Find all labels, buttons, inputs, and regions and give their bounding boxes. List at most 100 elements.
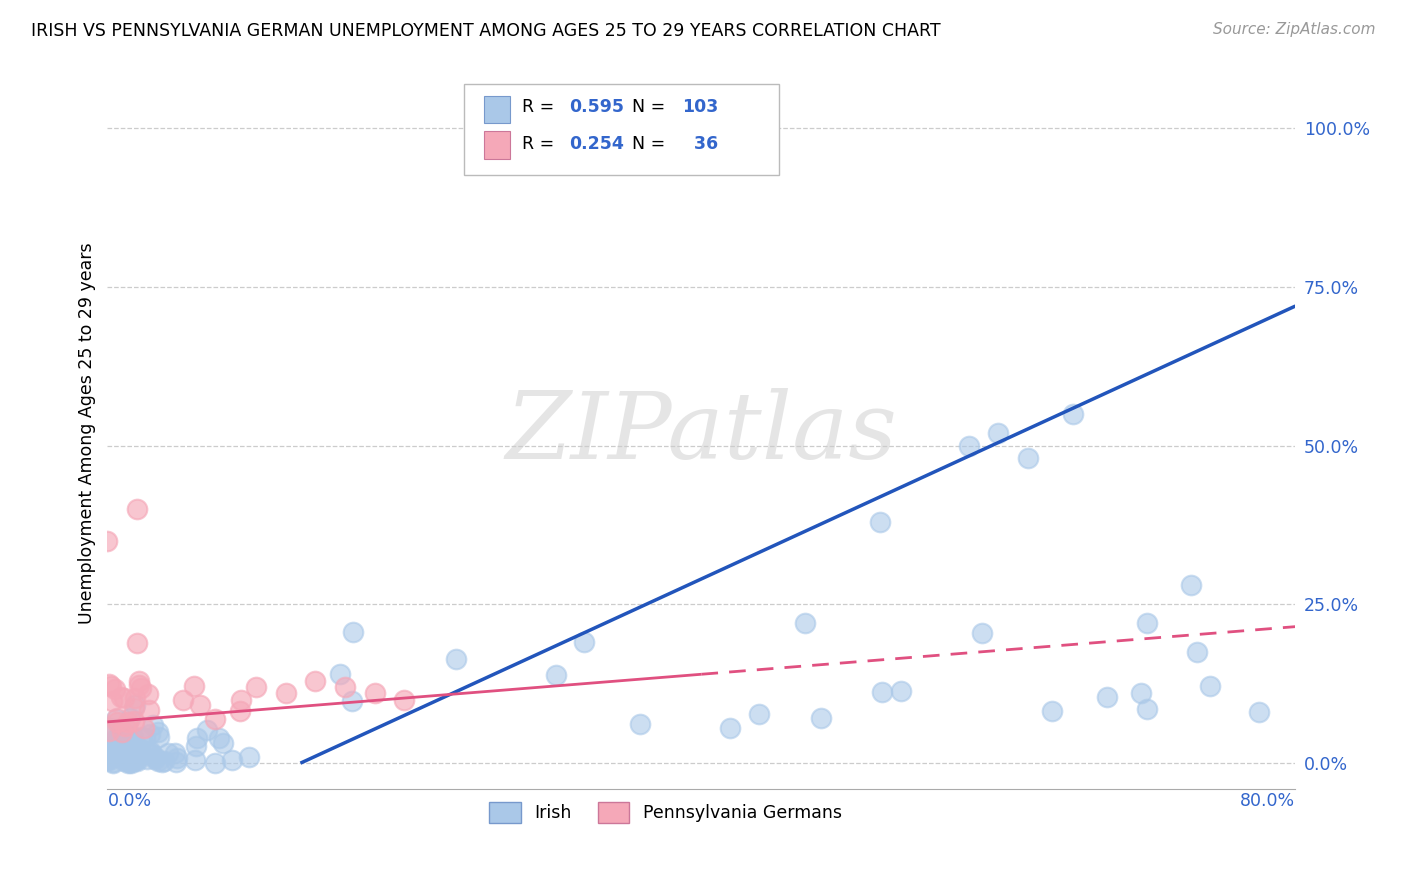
Point bbox=[97, 677, 120, 691]
Point bbox=[124, 753, 146, 767]
Point bbox=[117, 744, 139, 758]
Point bbox=[245, 680, 267, 694]
Point bbox=[117, 756, 139, 770]
Point bbox=[98, 722, 121, 736]
Point bbox=[125, 753, 148, 767]
Text: ZIPatlas: ZIPatlas bbox=[506, 388, 897, 478]
Point bbox=[110, 749, 132, 764]
Point bbox=[125, 754, 148, 768]
Point bbox=[105, 712, 128, 726]
Point bbox=[139, 726, 162, 740]
Point bbox=[152, 754, 174, 768]
Point bbox=[121, 756, 143, 770]
Point bbox=[104, 731, 127, 746]
Text: 80.0%: 80.0% bbox=[1240, 792, 1295, 810]
Point bbox=[1097, 690, 1119, 705]
Point bbox=[869, 515, 891, 529]
Point bbox=[333, 680, 356, 694]
Point bbox=[146, 725, 169, 739]
Point bbox=[125, 635, 148, 649]
Point bbox=[122, 747, 145, 762]
Point bbox=[165, 756, 187, 770]
Point bbox=[342, 625, 364, 640]
Point bbox=[141, 747, 163, 761]
Text: R =: R = bbox=[522, 136, 560, 153]
Point bbox=[134, 722, 156, 736]
Point bbox=[1247, 705, 1270, 719]
Point bbox=[987, 425, 1010, 440]
Point bbox=[872, 685, 894, 699]
Point bbox=[118, 756, 141, 770]
Text: 0.595: 0.595 bbox=[569, 98, 624, 116]
Point bbox=[108, 728, 131, 742]
Point bbox=[107, 715, 129, 730]
Point bbox=[172, 693, 194, 707]
Point bbox=[129, 681, 152, 695]
Point bbox=[128, 673, 150, 688]
Point bbox=[1180, 578, 1202, 592]
Point bbox=[208, 731, 231, 745]
Point bbox=[114, 739, 136, 753]
Point bbox=[221, 753, 243, 767]
Point bbox=[100, 679, 122, 693]
Point bbox=[183, 679, 205, 693]
Point bbox=[143, 750, 166, 764]
Point bbox=[118, 749, 141, 764]
Point bbox=[96, 533, 118, 548]
FancyBboxPatch shape bbox=[464, 84, 779, 175]
Point bbox=[108, 739, 131, 753]
Point bbox=[136, 687, 159, 701]
Point bbox=[204, 756, 226, 770]
Point bbox=[98, 724, 121, 739]
Point bbox=[104, 735, 127, 749]
Point bbox=[274, 686, 297, 700]
FancyBboxPatch shape bbox=[484, 131, 510, 159]
Point bbox=[124, 690, 146, 705]
Point bbox=[195, 723, 218, 737]
Point bbox=[163, 746, 186, 760]
Point bbox=[138, 747, 160, 762]
Point bbox=[718, 721, 741, 735]
Point bbox=[166, 751, 188, 765]
Text: 103: 103 bbox=[682, 98, 718, 116]
Point bbox=[128, 741, 150, 756]
FancyBboxPatch shape bbox=[484, 96, 510, 123]
Point bbox=[98, 747, 121, 761]
Point bbox=[117, 751, 139, 765]
Text: 0.254: 0.254 bbox=[569, 136, 624, 153]
Point bbox=[574, 635, 596, 649]
Text: 36: 36 bbox=[682, 136, 718, 153]
Point bbox=[970, 626, 993, 640]
Point bbox=[1017, 451, 1039, 466]
Point bbox=[120, 755, 142, 769]
Point bbox=[124, 701, 146, 715]
Point bbox=[101, 756, 124, 770]
Point bbox=[121, 729, 143, 743]
Point bbox=[889, 683, 911, 698]
Point bbox=[142, 718, 165, 732]
Point bbox=[105, 743, 128, 757]
Point bbox=[114, 732, 136, 747]
Point bbox=[1129, 686, 1152, 700]
Point bbox=[329, 666, 352, 681]
Point bbox=[340, 694, 363, 708]
Point bbox=[114, 719, 136, 733]
Point bbox=[97, 751, 120, 765]
Point bbox=[238, 750, 260, 764]
Point bbox=[128, 678, 150, 692]
Y-axis label: Unemployment Among Ages 25 to 29 years: Unemployment Among Ages 25 to 29 years bbox=[79, 243, 96, 624]
Point bbox=[148, 730, 170, 744]
Point bbox=[748, 707, 770, 722]
Point bbox=[120, 741, 142, 756]
Point bbox=[1040, 704, 1063, 718]
Point bbox=[131, 746, 153, 760]
Point bbox=[204, 712, 226, 726]
Point bbox=[96, 753, 118, 767]
Point bbox=[1062, 407, 1084, 421]
Point bbox=[122, 731, 145, 745]
Point bbox=[138, 744, 160, 758]
Point bbox=[98, 753, 121, 767]
Point bbox=[98, 746, 121, 760]
Point bbox=[100, 723, 122, 737]
Point bbox=[104, 682, 127, 697]
